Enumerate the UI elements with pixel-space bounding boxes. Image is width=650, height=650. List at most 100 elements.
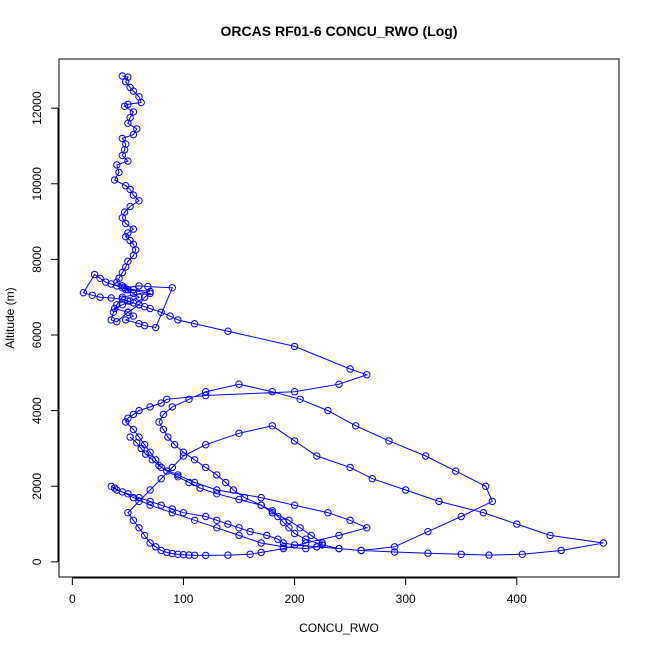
data-point [235,495,243,504]
data-point [385,437,393,445]
data-point [546,531,554,540]
data-point [202,551,210,560]
data-point [202,388,210,396]
data-point [268,507,276,515]
data-point [79,289,88,297]
data-point [357,546,365,555]
data-point [142,450,150,458]
y-tick-label: 6000 [30,321,44,348]
data-point [302,544,310,553]
data-point [324,509,332,517]
data-point [435,497,443,506]
data-point [196,484,204,492]
data-point [140,321,149,330]
data-point [274,535,282,543]
data-point [424,527,432,536]
data-point [124,414,132,422]
data-point [318,539,326,547]
data-point [402,486,410,494]
data-point [290,501,299,509]
data-point [202,512,210,521]
data-point [126,202,134,211]
data-point [324,406,332,415]
data-point [157,399,165,407]
y-tick-label: 8000 [30,246,44,273]
data-point [129,289,138,298]
data-point [285,524,293,532]
data-point [118,293,127,301]
data-point [235,531,243,540]
data-point [163,467,171,475]
data-point [129,516,138,524]
data-point [96,274,104,282]
data-point [457,512,465,521]
data-point [346,516,354,524]
data-point [485,551,493,559]
data-point [213,471,221,479]
data-point [263,531,271,540]
data-point [302,539,310,547]
data-point [118,72,127,80]
chart-title: ORCAS RF01-6 CONCU_RWO (Log) [221,23,458,39]
data-point [335,544,343,553]
data-point [122,418,130,426]
data-point [146,289,154,298]
data-point [279,543,288,551]
data-point [115,274,123,282]
data-point [390,548,399,556]
data-point [122,316,130,324]
data-point [146,304,154,313]
data-point [302,535,310,543]
data-point [363,524,371,532]
data-point [124,509,132,517]
data-point [190,516,199,524]
data-point [168,509,177,517]
data-point [146,539,154,547]
data-point [482,482,490,490]
data-point [152,543,160,551]
data-point [168,549,177,558]
data-point [313,452,321,460]
data-point [129,251,138,260]
data-point [152,323,160,332]
data-point [174,550,182,558]
data-point [424,549,432,557]
data-point [163,395,171,403]
y-tick-label: 10000 [30,167,44,201]
data-point [422,452,430,460]
data-point [168,403,177,411]
data-point [157,546,165,555]
x-axis-label: CONCU_RWO [299,621,379,635]
data-point [235,429,243,437]
data-point [133,439,141,447]
data-point [168,505,177,513]
data-point [307,531,315,540]
data-point [179,551,188,559]
data-point [129,191,138,199]
data-point [235,524,243,532]
y-tick-label: 12000 [30,91,44,125]
data-point [129,225,138,233]
data-point [318,541,326,549]
data-point [146,497,154,506]
data-point [124,119,132,128]
data-point [159,410,168,419]
data-point [274,512,282,521]
data-point [363,371,371,379]
data-point [179,509,188,517]
data-point [144,282,152,291]
data-point [124,73,132,81]
data-point [457,550,465,558]
data-point [110,484,119,492]
data-point [290,541,299,549]
data-point [352,422,360,430]
data-point [118,488,127,496]
data-point [137,444,145,453]
data-point [202,441,210,449]
data-point [122,219,130,228]
data-point [113,318,121,326]
data-point [268,422,276,430]
data-point [488,497,496,506]
data-point [155,461,163,470]
data-point [96,293,104,301]
